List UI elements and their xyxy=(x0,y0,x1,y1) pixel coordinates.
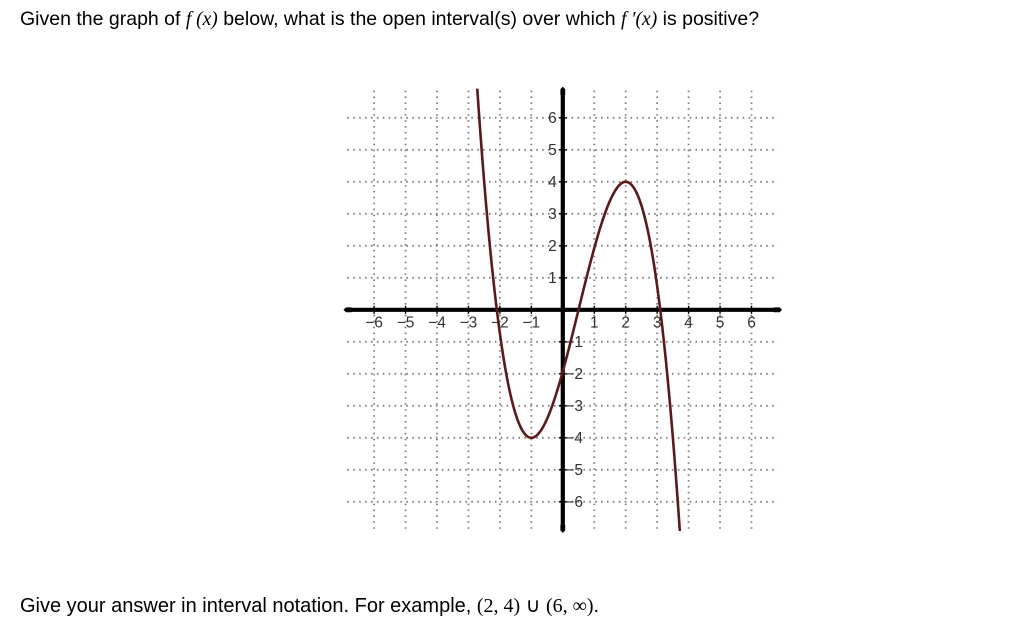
svg-text:−6: −6 xyxy=(365,314,383,331)
svg-text:1: 1 xyxy=(548,270,557,287)
svg-text:−1: −1 xyxy=(523,314,541,331)
svg-text:−5: −5 xyxy=(565,462,583,479)
svg-text:4: 4 xyxy=(548,174,557,191)
svg-text:3: 3 xyxy=(548,206,557,223)
svg-text:−4: −4 xyxy=(565,430,583,447)
svg-text:1: 1 xyxy=(590,314,599,331)
svg-text:−6: −6 xyxy=(565,494,583,511)
svg-text:−2: −2 xyxy=(565,366,583,383)
svg-text:6: 6 xyxy=(548,110,557,127)
svg-text:−5: −5 xyxy=(397,314,415,331)
svg-text:−3: −3 xyxy=(460,314,478,331)
svg-text:2: 2 xyxy=(548,238,557,255)
svg-text:−4: −4 xyxy=(428,314,446,331)
svg-text:5: 5 xyxy=(548,142,557,159)
svg-text:2: 2 xyxy=(621,314,630,331)
svg-text:6: 6 xyxy=(747,314,756,331)
svg-text:4: 4 xyxy=(684,314,693,331)
svg-text:5: 5 xyxy=(716,314,725,331)
svg-text:−3: −3 xyxy=(565,398,583,415)
